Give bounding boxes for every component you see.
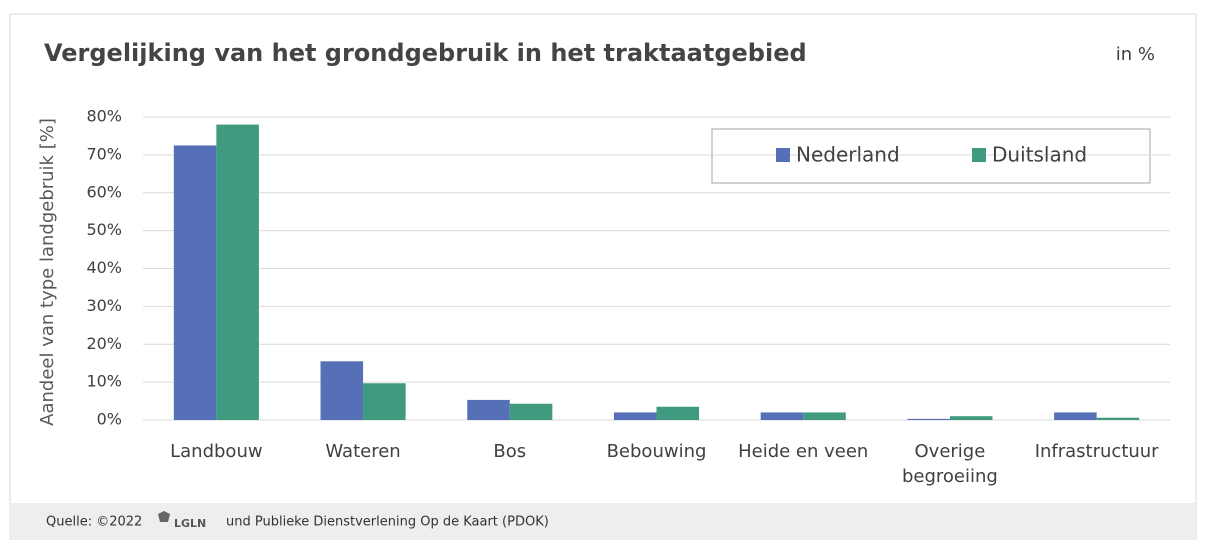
bar	[613, 412, 657, 420]
bar	[656, 406, 700, 420]
bar	[467, 399, 510, 420]
legend-label: Duitsland	[992, 143, 1087, 167]
x-tick-label: Wateren	[325, 441, 401, 462]
source-suffix: und Publieke Dienstverlening Op de Kaart…	[226, 515, 549, 530]
logo-icon	[158, 511, 170, 522]
y-tick-label: 80%	[86, 107, 122, 126]
x-tick-label: Bebouwing	[606, 441, 707, 462]
bar	[363, 383, 406, 420]
legend-swatch	[972, 148, 986, 162]
y-tick-label: 20%	[86, 334, 122, 353]
chart-title: Vergelijking van het grondgebruik in het…	[44, 39, 807, 67]
x-tick-label: Landbouw	[170, 441, 263, 462]
legend-swatch	[776, 148, 790, 162]
bar	[760, 412, 804, 420]
x-tick-label: Bos	[493, 441, 527, 462]
y-tick-label: 10%	[86, 372, 122, 391]
source-prefix: Quelle: ©2022	[46, 515, 142, 530]
y-tick-label: 60%	[86, 182, 122, 201]
bar	[803, 412, 846, 420]
bar	[173, 145, 217, 420]
y-tick-label: 40%	[86, 258, 122, 277]
y-tick-label: 70%	[86, 144, 122, 163]
y-tick-label: 30%	[86, 296, 122, 315]
bar	[509, 403, 553, 420]
y-tick-label: 50%	[86, 220, 122, 239]
bar	[1096, 417, 1140, 420]
bar	[949, 416, 993, 420]
bar	[1054, 412, 1097, 420]
bar	[907, 418, 950, 420]
bar	[216, 124, 259, 420]
bar	[320, 361, 364, 420]
y-axis-label: Aandeel van type landgebruik [%]	[37, 118, 58, 426]
legend-label: Nederland	[796, 143, 900, 167]
x-tick-label: Overige begroeiing	[901, 441, 998, 487]
x-tick-label: Heide en veen	[738, 441, 869, 462]
source-logo: LGLN	[174, 517, 206, 530]
x-tick-label: Infrastructuur	[1034, 441, 1159, 462]
unit-note: in %	[1116, 44, 1155, 65]
footer-bar	[11, 503, 1195, 540]
y-tick-label: 0%	[97, 410, 122, 429]
